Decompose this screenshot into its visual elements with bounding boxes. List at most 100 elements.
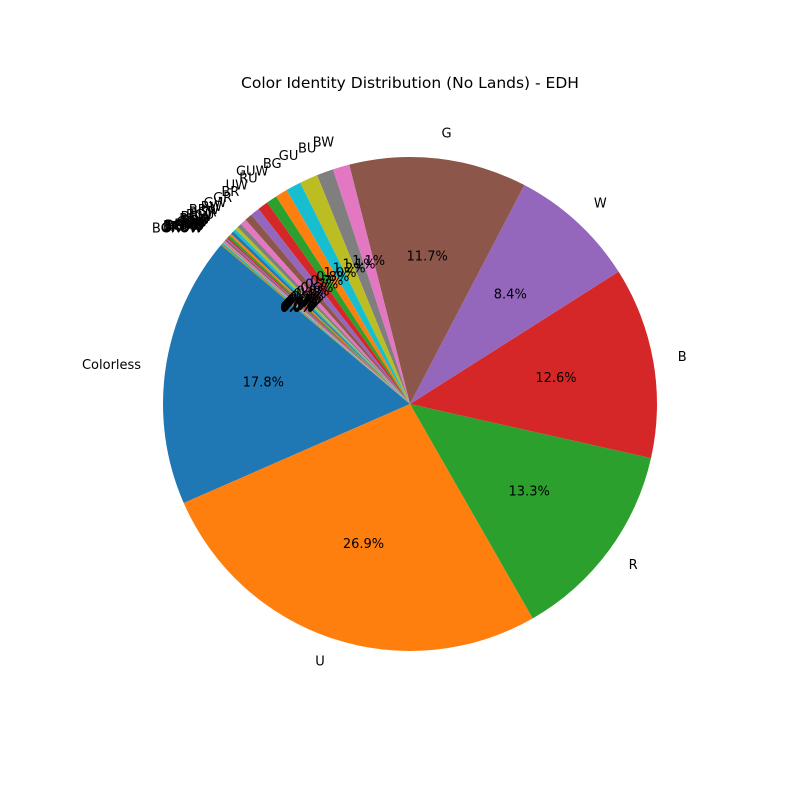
percent-label-r: 13.3%	[509, 485, 550, 500]
slice-label-g: G	[442, 127, 452, 142]
pie-slice-colorless	[163, 245, 410, 504]
percent-label-gr: 0.5%	[296, 285, 329, 300]
slice-label-w: W	[594, 197, 607, 212]
pie-slice-bgru	[222, 242, 410, 404]
slice-label-brw: BRW	[189, 203, 219, 218]
percent-label-gw: 0.4%	[293, 287, 326, 302]
slice-label-grw: GRW	[177, 215, 209, 230]
percent-label-b: 12.6%	[535, 371, 576, 386]
percent-label-bgru: 0.0%	[281, 300, 314, 315]
percent-label-ruw: 0.1%	[282, 299, 315, 314]
percent-label-bg: 1.0%	[323, 266, 356, 281]
slice-label-bgrw: BGRW	[165, 218, 205, 233]
percent-label-bruw: 0.0%	[281, 300, 314, 315]
percent-label-u: 26.9%	[343, 537, 384, 552]
pie-slice-bru	[226, 237, 410, 404]
slice-label-bgruw: BGRUW	[152, 222, 202, 237]
slice-label-ruw: RUW	[174, 217, 206, 232]
slice-label-bruw: BRUW	[163, 220, 203, 235]
pie-slice-guw	[276, 190, 410, 404]
percent-label-w: 8.4%	[494, 287, 527, 302]
pie-slice-ruw	[223, 240, 410, 404]
percent-label-bgrw: 0.0%	[282, 299, 315, 314]
percent-label-gru: 0.1%	[283, 298, 316, 313]
pie-slice-gruw	[221, 244, 410, 404]
slice-label-bgru: BGRU	[166, 220, 203, 235]
percent-label-g: 11.7%	[407, 249, 448, 264]
pie-slice-bgrw	[223, 241, 410, 404]
pie-slice-brw	[235, 227, 410, 404]
percent-label-gruw: 0.0%	[280, 301, 313, 316]
slice-label-b: B	[678, 350, 687, 365]
percent-label-guw: 0.8%	[316, 270, 349, 285]
percent-label-bu: 1.1%	[342, 257, 375, 272]
pie-slice-bgu	[231, 231, 410, 404]
slice-label-gr: GR	[213, 191, 232, 206]
slice-label-bru: BRU	[182, 214, 209, 229]
slice-label-bgw: BGW	[181, 210, 213, 225]
pie-slice-bg	[286, 182, 410, 404]
pie-slice-gru	[224, 239, 410, 404]
slice-label-ru: RU	[239, 172, 258, 187]
pie-slice-b	[410, 271, 657, 459]
percent-label-colorless: 17.8%	[243, 375, 284, 390]
percent-label-bgu: 0.2%	[287, 294, 320, 309]
percent-label-bru: 0.1%	[284, 297, 317, 312]
pie-slice-bguw	[222, 242, 410, 404]
slice-label-gu: GU	[279, 149, 299, 164]
slice-labels: ColorlessURBWGBWBUGUBGGUWRUUWBRGRGWRWBRW…	[82, 127, 687, 670]
slice-label-colorless: Colorless	[82, 358, 141, 373]
slice-label-gw: GW	[204, 196, 227, 211]
pie-slice-rw	[237, 223, 410, 404]
pie-slice-u	[183, 404, 533, 652]
slice-label-gru: GRU	[178, 216, 207, 231]
pie-slice-uw	[258, 202, 410, 404]
pie-slice-grw	[225, 238, 410, 404]
pie-slice-gw	[240, 219, 410, 404]
percent-label-bgw: 0.1%	[286, 295, 319, 310]
pie-slice-g	[349, 156, 525, 404]
slice-label-br: BR	[221, 185, 239, 200]
slice-label-bgr: BGR	[189, 206, 217, 221]
pie-slice-bu	[317, 169, 410, 404]
percent-label-rw: 0.3%	[291, 289, 324, 304]
slice-label-bguw: BGUW	[163, 219, 204, 234]
pie-slices	[163, 156, 657, 652]
percent-labels: 17.8% 26.9% 13.3% 12.6% 8.4% 11.7% 1.1%1.1%1.2…	[243, 249, 577, 552]
percent-label-bgr: 0.2%	[288, 292, 321, 307]
slice-label-bu: BU	[298, 141, 316, 156]
pie-slice-r	[410, 404, 651, 619]
percent-label-buw: 0.1%	[285, 296, 318, 311]
slice-label-u: U	[315, 655, 325, 670]
pie-slice-bw	[332, 164, 410, 404]
pie-slice-bgw	[229, 233, 410, 404]
pie-slice-bgruw	[220, 244, 410, 404]
slice-label-guw: GUW	[236, 165, 269, 180]
percent-label-bw: 1.1%	[352, 254, 385, 269]
percent-label-bguw: 0.0%	[281, 300, 314, 315]
pie-slice-buw	[227, 235, 410, 404]
percent-label-uw: 0.7%	[305, 278, 338, 293]
chart-title: Color Identity Distribution (No Lands) -…	[241, 74, 579, 92]
slice-label-r: R	[629, 558, 638, 573]
pie-slice-bgr	[233, 229, 410, 404]
percent-label-br: 0.6%	[300, 281, 333, 296]
slice-label-gruw: GRUW	[161, 221, 203, 236]
pie-slice-gu	[300, 175, 410, 404]
slice-label-buw: BUW	[179, 212, 210, 227]
slice-label-rw: RW	[201, 200, 223, 215]
slice-label-bw: BW	[313, 136, 334, 151]
percent-label-bgruw: 0.0%	[280, 301, 313, 316]
percent-label-ru: 0.7%	[310, 274, 343, 289]
pie-slice-bruw	[221, 243, 410, 404]
pie-slice-br	[251, 208, 410, 404]
slice-label-uw: UW	[226, 178, 249, 193]
pie-slice-ru	[267, 196, 410, 404]
percent-label-grw: 0.1%	[283, 297, 316, 312]
pie-slice-gr	[245, 214, 410, 404]
percent-label-brw: 0.2%	[289, 291, 322, 306]
percent-label-gu: 1.2%	[333, 261, 366, 276]
slice-label-bgu: BGU	[186, 208, 214, 223]
slice-label-bg: BG	[263, 157, 282, 172]
